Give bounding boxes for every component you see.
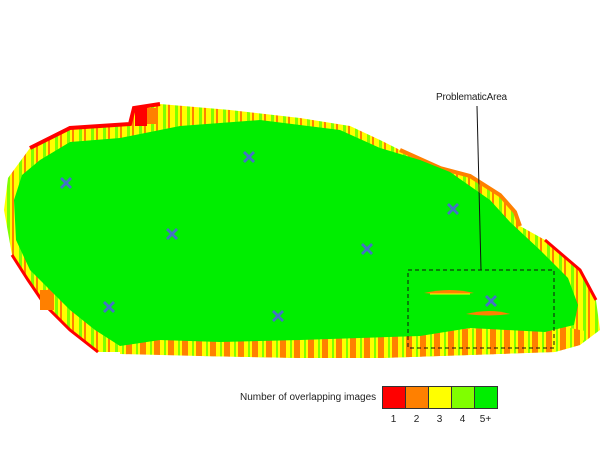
coverage-core <box>14 120 578 346</box>
legend-tick: 3 <box>436 414 443 425</box>
legend-ticks: 1 2 3 4 5+ <box>382 414 497 425</box>
legend-tick: 2 <box>413 414 420 425</box>
ground-control-markers <box>60 151 497 322</box>
legend-tick: 4 <box>459 414 466 425</box>
legend-title: Number of overlapping images <box>240 392 377 403</box>
legend-tick: 1 <box>390 414 397 425</box>
legend-color-bar <box>382 386 498 409</box>
legend-swatch-4 <box>452 387 475 408</box>
legend-swatch-5plus <box>475 387 497 408</box>
legend-swatch-3 <box>429 387 452 408</box>
legend-swatch-2 <box>406 387 429 408</box>
problematic-area-label: ProblematicArea <box>436 92 507 103</box>
problematic-area-box <box>407 269 555 349</box>
legend-tick: 5+ <box>479 414 492 425</box>
legend-swatch-1 <box>383 387 406 408</box>
